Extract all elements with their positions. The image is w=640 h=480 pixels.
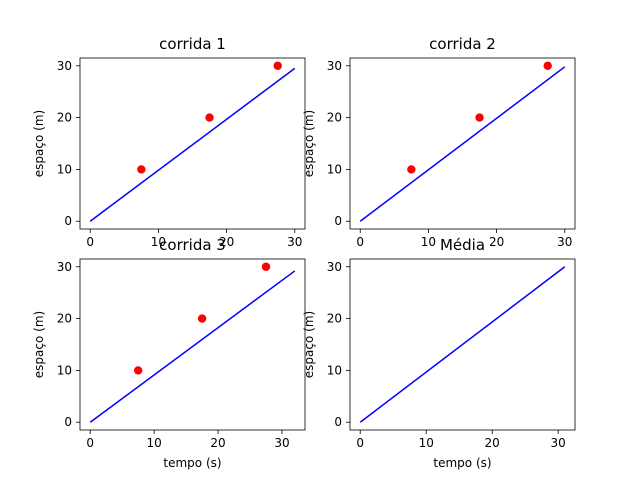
subplot-3: 0 10 20 30 0 10 20 30 corrida 3 espaço (m) tempo (… — [32, 236, 306, 470]
y-tick-label: 30 — [327, 59, 342, 73]
y-tick-label: 20 — [327, 312, 342, 326]
y-tick-label: 20 — [57, 111, 72, 125]
y-tick-label: 20 — [327, 111, 342, 125]
y-tick-label: 20 — [57, 312, 72, 326]
y-tick-label: 30 — [57, 59, 72, 73]
data-point — [543, 61, 552, 70]
y-tick-label: 0 — [334, 415, 342, 429]
series-line — [359, 266, 566, 423]
subplot-title: Média — [440, 236, 485, 254]
x-tick-label: 10 — [147, 436, 162, 450]
y-tick-label: 10 — [57, 162, 72, 176]
axes-frame — [79, 57, 306, 230]
subplot-4: 0 10 20 30 0 10 20 30 Média espaço (m) tempo (s) — [302, 236, 576, 470]
x-tick-label: 0 — [356, 436, 364, 450]
data-point — [133, 366, 143, 375]
x-tick-label: 30 — [287, 235, 302, 249]
data-point — [197, 314, 207, 323]
x-tick-label: 0 — [356, 235, 364, 249]
x-tick-label: 10 — [421, 235, 436, 249]
x-axis-label: tempo (s) — [163, 456, 221, 470]
data-point — [407, 165, 416, 174]
x-tick-label: 0 — [86, 235, 94, 249]
y-tick-label: 10 — [57, 363, 72, 377]
x-tick-label: 30 — [274, 436, 289, 450]
series-line — [89, 67, 296, 222]
x-tick-label: 30 — [557, 235, 572, 249]
y-axis-label: espaço (m) — [302, 311, 316, 378]
series-line — [89, 270, 296, 423]
x-tick-label: 20 — [485, 436, 500, 450]
y-axis-label: espaço (m) — [32, 110, 46, 177]
subplot-title: corrida 3 — [159, 236, 226, 254]
axes-frame — [349, 258, 576, 431]
y-tick-label: 30 — [327, 260, 342, 274]
y-axis-label: espaço (m) — [32, 311, 46, 378]
axes-frame — [79, 258, 306, 431]
y-axis-label: espaço (m) — [302, 110, 316, 177]
y-tick-label: 30 — [57, 260, 72, 274]
y-tick-label: 10 — [327, 363, 342, 377]
x-tick-label: 0 — [86, 436, 94, 450]
x-tick-label: 10 — [419, 436, 434, 450]
data-point — [261, 262, 271, 271]
subplot-2: 0 10 20 30 0 10 20 30 corrida 2 espaço (m) — [302, 35, 576, 249]
series-line — [359, 66, 566, 222]
subplot-title: corrida 2 — [429, 35, 496, 53]
data-point — [475, 113, 484, 122]
y-tick-label: 0 — [64, 214, 72, 228]
x-axis-label: tempo (s) — [433, 456, 491, 470]
data-point — [273, 61, 282, 70]
x-tick-label: 10 — [151, 235, 166, 249]
y-tick-label: 0 — [334, 214, 342, 228]
y-tick-label: 0 — [64, 415, 72, 429]
x-tick-label: 20 — [210, 436, 225, 450]
x-tick-label: 30 — [551, 436, 566, 450]
x-tick-label: 20 — [489, 235, 504, 249]
data-point — [205, 113, 214, 122]
axes-frame — [349, 57, 576, 230]
subplot-1: 0 10 20 30 0 10 20 30 corrida 1 espaço (m) — [32, 35, 306, 249]
x-tick-label: 20 — [219, 235, 234, 249]
data-point — [137, 165, 146, 174]
subplot-title: corrida 1 — [159, 35, 226, 53]
y-tick-label: 10 — [327, 162, 342, 176]
